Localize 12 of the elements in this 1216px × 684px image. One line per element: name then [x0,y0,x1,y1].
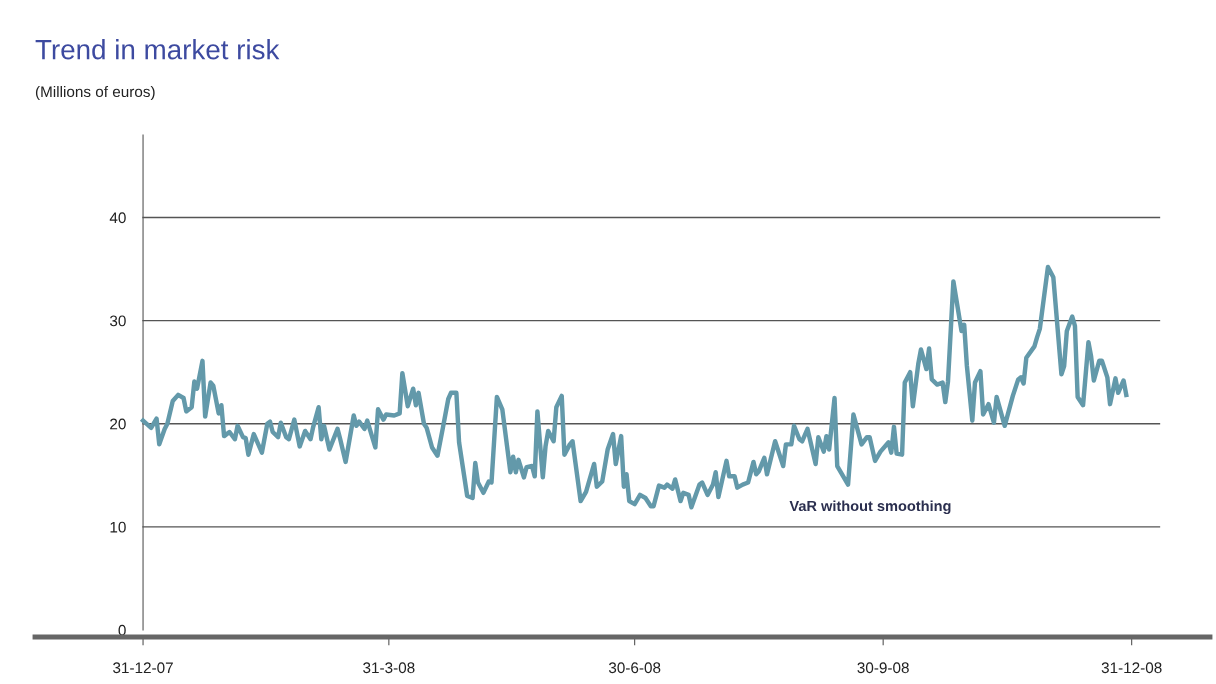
y-tick-label: 10 [110,521,126,533]
y-tick-label: 30 [109,315,126,327]
y-tick-label: 20 [110,418,126,430]
x-tick-label: 31-3-08 [363,662,415,674]
x-tick-label: 30-9-08 [857,662,909,674]
text: VaR without smoothing [789,500,951,515]
chart-subtitle: (Millions of euros) [35,85,155,101]
x-tick-label: 30-6-08 [608,662,661,674]
x-tick-label: 31-12-08 [1101,662,1162,674]
chart-title: Trend in market risk [35,39,280,60]
x-tick-label: 31-12-07 [113,662,173,674]
y-tick-label: 40 [109,212,126,224]
